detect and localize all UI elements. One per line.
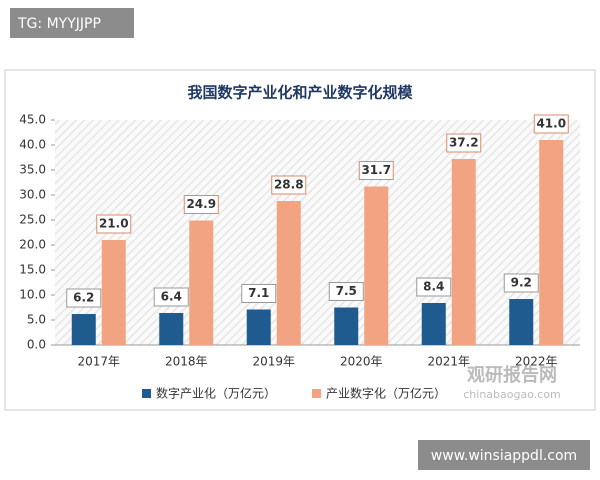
y-tick-label: 5.0 <box>27 313 46 327</box>
bar <box>539 140 564 345</box>
bar <box>101 240 126 345</box>
y-tick-label: 40.0 <box>19 138 46 152</box>
x-tick-label: 2018年 <box>165 355 208 369</box>
site-text: www.winsiappdl.com <box>431 448 577 464</box>
value-label-box <box>416 277 452 297</box>
x-tick-label: 2022年 <box>515 355 558 369</box>
value-label: 37.2 <box>449 136 479 150</box>
bar <box>276 201 301 345</box>
value-label-box <box>446 133 482 153</box>
value-label: 7.1 <box>248 286 269 300</box>
legend-label: 数字产业化（万亿元） <box>156 386 276 401</box>
y-tick-label: 45.0 <box>19 113 46 127</box>
bar <box>364 186 389 345</box>
x-tick-label: 2017年 <box>77 355 120 369</box>
value-label-box <box>96 214 132 234</box>
y-tick-label: 30.0 <box>19 188 46 202</box>
value-label: 41.0 <box>536 117 566 131</box>
bar <box>509 299 534 345</box>
bar <box>334 307 359 345</box>
value-label-box <box>358 161 394 180</box>
y-tick-label: 10.0 <box>19 288 46 302</box>
value-label: 28.8 <box>274 178 304 192</box>
value-label: 21.0 <box>99 217 129 231</box>
y-tick-label: 35.0 <box>19 163 46 177</box>
x-tick-label: 2021年 <box>427 355 470 369</box>
logo-text: 观研报告网 <box>467 364 557 386</box>
x-tick-label: 2020年 <box>340 355 383 369</box>
value-label-box <box>271 175 307 195</box>
bar <box>189 220 214 345</box>
value-label: 24.9 <box>186 197 216 211</box>
value-label-box <box>241 284 277 303</box>
plot-area <box>55 120 580 345</box>
tag-text: TG: MYYJJPP <box>17 16 101 32</box>
x-tick-label: 2019年 <box>252 355 295 369</box>
chart-title: 我国数字产业化和产业数字化规模 <box>187 84 413 102</box>
value-label-box <box>503 273 539 293</box>
bar <box>421 303 446 345</box>
y-tick-label: 20.0 <box>19 238 46 252</box>
site-box <box>418 440 590 470</box>
y-tick-label: 0.0 <box>27 338 46 352</box>
value-label-box <box>533 114 569 134</box>
bar <box>246 309 271 345</box>
legend-swatch <box>142 389 151 398</box>
y-tick-label: 25.0 <box>19 213 46 227</box>
tag-box <box>10 8 134 38</box>
legend-swatch <box>312 389 321 398</box>
bar <box>71 314 96 345</box>
value-label: 31.7 <box>361 163 391 177</box>
legend-label: 产业数字化（万亿元） <box>326 386 446 401</box>
value-label-box <box>66 288 102 308</box>
value-label-box <box>328 282 364 301</box>
value-label: 6.2 <box>73 291 94 305</box>
value-label-box <box>153 287 189 307</box>
bar <box>159 313 184 345</box>
y-tick-label: 15.0 <box>19 263 46 277</box>
logo-url: chinabaogao.com <box>463 388 561 401</box>
value-label: 8.4 <box>423 280 444 294</box>
bar <box>451 159 476 345</box>
value-label-box <box>183 195 219 214</box>
value-label: 9.2 <box>511 276 532 290</box>
value-label: 6.4 <box>161 290 182 304</box>
value-label: 7.5 <box>336 284 357 298</box>
